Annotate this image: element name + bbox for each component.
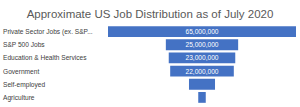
svg-text:23,000,000: 23,000,000	[185, 54, 218, 61]
svg-text:22,000,000: 22,000,000	[185, 68, 218, 75]
svg-text:Approximate US Job Distributio: Approximate US Job Distribution as of Ju…	[27, 8, 274, 20]
svg-text:Agriculture: Agriculture	[3, 94, 35, 102]
svg-text:S&P 500 Jobs: S&P 500 Jobs	[3, 41, 45, 48]
svg-text:Education & Health Services: Education & Health Services	[3, 54, 87, 61]
svg-text:Self-employed: Self-employed	[3, 81, 45, 89]
svg-text:25,000,000: 25,000,000	[185, 41, 218, 48]
svg-text:65,000,000: 65,000,000	[185, 28, 218, 35]
svg-text:Private Sector Jobs (ex. S&P..: Private Sector Jobs (ex. S&P...	[3, 28, 93, 36]
svg-text:Government: Government	[3, 68, 39, 75]
